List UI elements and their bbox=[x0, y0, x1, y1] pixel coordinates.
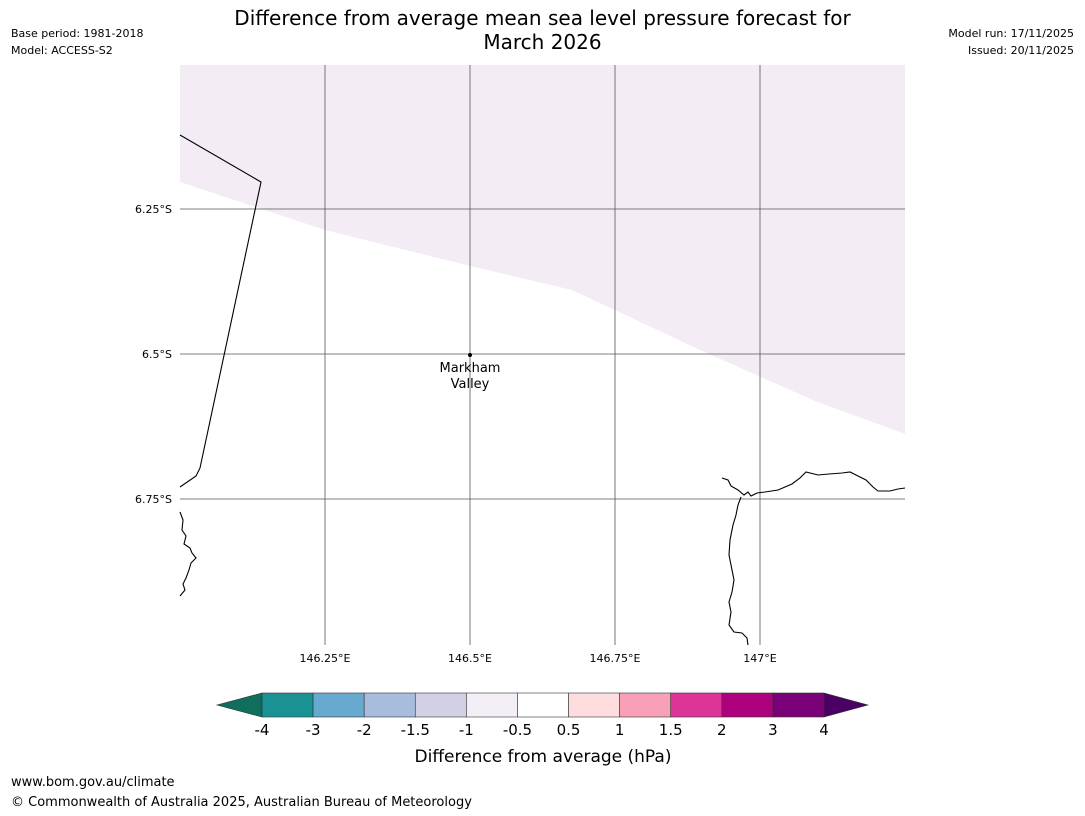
footer-copyright: © Commonwealth of Australia 2025, Austra… bbox=[11, 795, 472, 810]
colorbar-segment bbox=[363, 692, 416, 718]
colorbar-tick-label: 1.5 bbox=[659, 721, 683, 739]
colorbar-segment bbox=[619, 692, 672, 718]
colorbar-label: Difference from average (hPa) bbox=[415, 747, 672, 767]
meta-left: Base period: 1981-2018 Model: ACCESS-S2 bbox=[11, 25, 143, 59]
base-period: Base period: 1981-2018 bbox=[11, 27, 144, 40]
shaded-anomaly-region bbox=[180, 65, 905, 434]
lon-label-146-5: 146.5°E bbox=[448, 652, 492, 665]
colorbar-tick-label: 3 bbox=[768, 721, 778, 739]
provincial-boundary bbox=[179, 134, 262, 488]
colorbar-tick-label: 2 bbox=[717, 721, 727, 739]
colorbar-tick-label: -2 bbox=[357, 721, 372, 739]
colorbar-ticks: -4 -3 -2 -1.5 -1 -0.5 0.5 1 1.5 2 3 4 bbox=[255, 721, 829, 739]
lat-label-6-25: 6.25°S bbox=[135, 203, 172, 216]
colorbar-segment bbox=[466, 692, 518, 718]
location-label-line-1: Markham bbox=[440, 361, 501, 376]
page-title: Difference from average mean sea level p… bbox=[0, 6, 1085, 54]
lat-label-6-75: 6.75°S bbox=[135, 493, 172, 506]
colorbar-extend-high bbox=[823, 692, 870, 718]
lon-label-146-75: 146.75°E bbox=[590, 652, 641, 665]
model-name: Model: ACCESS-S2 bbox=[11, 44, 113, 57]
coastline-huon-gulf bbox=[721, 471, 906, 497]
lon-labels: 146.25°E 146.5°E 146.75°E 147°E bbox=[300, 652, 777, 665]
colorbar-segment bbox=[414, 692, 467, 718]
colorbar-segment bbox=[568, 692, 620, 718]
colorbar-tick-label: -3 bbox=[306, 721, 321, 739]
lat-labels: 6.25°S 6.5°S 6.75°S bbox=[135, 203, 172, 506]
map-panel: Markham Valley 6.25°S 6.5°S 6.75°S 146.2… bbox=[135, 65, 906, 665]
footer-url: www.bom.gov.au/climate bbox=[11, 775, 175, 790]
colorbar-tick-label: 1 bbox=[615, 721, 625, 739]
meta-right: Model run: 17/11/2025 Issued: 20/11/2025 bbox=[948, 25, 1074, 59]
colorbar-tick-label: -1.5 bbox=[401, 721, 430, 739]
lat-label-6-5: 6.5°S bbox=[142, 348, 172, 361]
colorbar-tick-label: -4 bbox=[255, 721, 270, 739]
colorbar-tick-label: 0.5 bbox=[557, 721, 581, 739]
colorbar-segment bbox=[721, 692, 774, 718]
coastline-west bbox=[179, 511, 197, 597]
issued-date: Issued: 20/11/2025 bbox=[967, 44, 1074, 57]
colorbar-segments bbox=[261, 692, 825, 718]
title-line-2: March 2026 bbox=[483, 30, 602, 54]
colorbar-tick-label: 4 bbox=[819, 721, 829, 739]
lon-label-147: 147°E bbox=[743, 652, 776, 665]
colorbar: -4 -3 -2 -1.5 -1 -0.5 0.5 1 1.5 2 3 4 Difference fr… bbox=[215, 692, 870, 767]
colorbar-segment bbox=[261, 692, 314, 718]
colorbar-tick-label: -1 bbox=[459, 721, 474, 739]
location-label-line-2: Valley bbox=[451, 377, 490, 392]
location-marker bbox=[468, 353, 472, 357]
model-run: Model run: 17/11/2025 bbox=[948, 27, 1074, 40]
coastlines bbox=[179, 134, 906, 646]
colorbar-tick-label: -0.5 bbox=[503, 721, 532, 739]
colorbar-segment bbox=[517, 692, 569, 718]
colorbar-extend-low bbox=[215, 692, 263, 718]
lon-label-146-25: 146.25°E bbox=[300, 652, 351, 665]
colorbar-segment bbox=[312, 692, 365, 718]
coastline-east bbox=[728, 496, 749, 646]
colorbar-segment bbox=[670, 692, 723, 718]
colorbar-segment bbox=[772, 692, 825, 718]
title-line-1: Difference from average mean sea level p… bbox=[234, 6, 851, 30]
